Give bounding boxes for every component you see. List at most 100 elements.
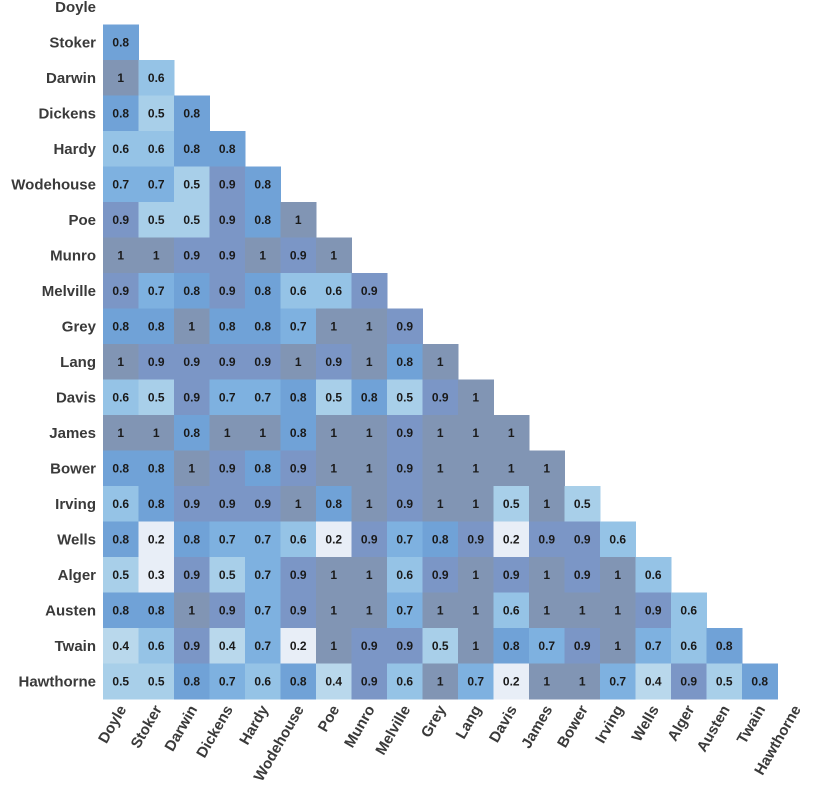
cell-value-label: 0.2	[290, 639, 307, 653]
cell-value-label: 1	[508, 461, 515, 475]
cell-value-label: 0.9	[574, 639, 591, 653]
cell-value-label: 0.5	[148, 106, 165, 120]
cell-value-label: 1	[153, 426, 160, 440]
column-label-james: James	[518, 703, 556, 752]
cell-value-label: 0.8	[183, 674, 200, 688]
cell-value-label: 0.9	[183, 355, 200, 369]
cell-alger-hardy	[245, 557, 281, 593]
cell-alger-james	[529, 557, 565, 593]
cell-austen-melville	[387, 592, 423, 629]
cell-munro-hardy	[245, 237, 281, 274]
column-label-darwin: Darwin	[161, 703, 201, 755]
cell-alger-davis	[493, 557, 530, 593]
cell-lang-doyle	[103, 344, 139, 380]
cell-value-label: 1	[366, 461, 373, 475]
cell-twain-wodehouse	[280, 628, 317, 664]
cell-value-label: 0.5	[183, 177, 200, 191]
cell-davis-poe	[316, 379, 352, 416]
cell-value-label: 1	[508, 426, 515, 440]
cell-value-label: 0.9	[290, 248, 307, 262]
cell-davis-doyle	[103, 379, 139, 416]
cell-value-label: 0.5	[396, 390, 413, 404]
cell-value-label: 0.6	[148, 639, 165, 653]
cell-value-label: 0.7	[609, 674, 626, 688]
cell-value-label: 1	[330, 248, 337, 262]
cell-value-label: 0.6	[396, 568, 413, 582]
cell-austen-munro	[351, 592, 388, 629]
cell-value-label: 0.9	[574, 568, 591, 582]
cell-twain-irving	[600, 628, 636, 664]
cell-value-label: 0.8	[183, 284, 200, 298]
cell-alger-grey	[422, 557, 459, 593]
cell-value-label: 0.8	[716, 639, 733, 653]
cell-lang-stoker	[138, 344, 175, 380]
cell-value-label: 1	[295, 355, 302, 369]
cell-value-label: 0.8	[290, 390, 307, 404]
cell-munro-doyle	[103, 237, 139, 274]
cell-value-label: 0.9	[112, 213, 129, 227]
cell-bower-wodehouse	[280, 450, 317, 487]
cell-value-label: 0.2	[148, 532, 165, 546]
cell-value-label: 0.8	[219, 142, 236, 156]
cell-value-label: 0.8	[112, 35, 129, 49]
cell-value-label: 0.4	[219, 639, 236, 653]
cell-wodehouse-doyle	[103, 166, 139, 203]
column-label-bower: Bower	[554, 702, 592, 750]
cell-value-label: 1	[472, 497, 479, 511]
cell-melville-hardy	[245, 273, 281, 309]
row-label-melville: Melville	[42, 283, 96, 300]
cell-davis-lang	[458, 379, 494, 416]
cell-value-label: 0.9	[645, 603, 662, 617]
cell-irving-stoker	[138, 486, 175, 522]
cell-wells-irving	[600, 521, 636, 558]
cell-hardy-darwin	[174, 131, 210, 167]
heatmap-cells: 0.8 1 0.6 0.8 0.5 0.8 0.6 0.6 0.8 0.8 0.7 0.7 0.5 0.9…	[103, 24, 778, 700]
cell-value-label: 1	[543, 497, 550, 511]
cell-davis-hardy	[245, 379, 281, 416]
cell-irving-lang	[458, 486, 494, 522]
row-label-davis: Davis	[56, 389, 96, 406]
cell-value-label: 0.9	[183, 248, 200, 262]
cell-bower-davis	[493, 450, 530, 487]
cell-james-hardy	[245, 415, 281, 451]
row-label-hardy: Hardy	[53, 141, 96, 158]
cell-munro-darwin	[174, 237, 210, 274]
cell-munro-dickens	[209, 237, 246, 274]
cell-value-label: 0.9	[254, 355, 271, 369]
cell-alger-bower	[564, 557, 601, 593]
cell-melville-doyle	[103, 273, 139, 309]
cell-value-label: 0.7	[645, 639, 662, 653]
cell-james-grey	[422, 415, 459, 451]
cell-value-label: 1	[437, 461, 444, 475]
cell-lang-melville	[387, 344, 423, 380]
cell-value-label: 0.2	[325, 532, 342, 546]
cell-value-label: 0.8	[183, 532, 200, 546]
cell-hawthorne-austen	[706, 663, 743, 700]
row-label-james: James	[49, 425, 96, 442]
cell-value-label: 0.9	[361, 284, 378, 298]
cell-value-label: 0.4	[645, 674, 662, 688]
cell-twain-lang	[458, 628, 494, 664]
cell-james-dickens	[209, 415, 246, 451]
cell-wells-munro	[351, 521, 388, 558]
cell-value-label: 1	[330, 319, 337, 333]
cell-alger-wodehouse	[280, 557, 317, 593]
cell-value-label: 0.6	[112, 390, 129, 404]
cell-value-label: 0.5	[148, 390, 165, 404]
cell-wells-doyle	[103, 521, 139, 558]
cell-value-label: 0.9	[361, 532, 378, 546]
cell-wodehouse-hardy	[245, 166, 281, 203]
cell-lang-wodehouse	[280, 344, 317, 380]
column-label-doyle: Doyle	[95, 703, 130, 747]
cell-value-label: 1	[330, 639, 337, 653]
cell-james-lang	[458, 415, 494, 451]
cell-value-label: 0.7	[254, 568, 271, 582]
cell-value-label: 0.8	[254, 177, 271, 191]
cell-value-label: 0.5	[716, 674, 733, 688]
cell-hawthorne-twain	[742, 663, 778, 700]
cell-poe-darwin	[174, 202, 210, 238]
cell-wells-dickens	[209, 521, 246, 558]
cell-hawthorne-poe	[316, 663, 352, 700]
cell-twain-james	[529, 628, 565, 664]
